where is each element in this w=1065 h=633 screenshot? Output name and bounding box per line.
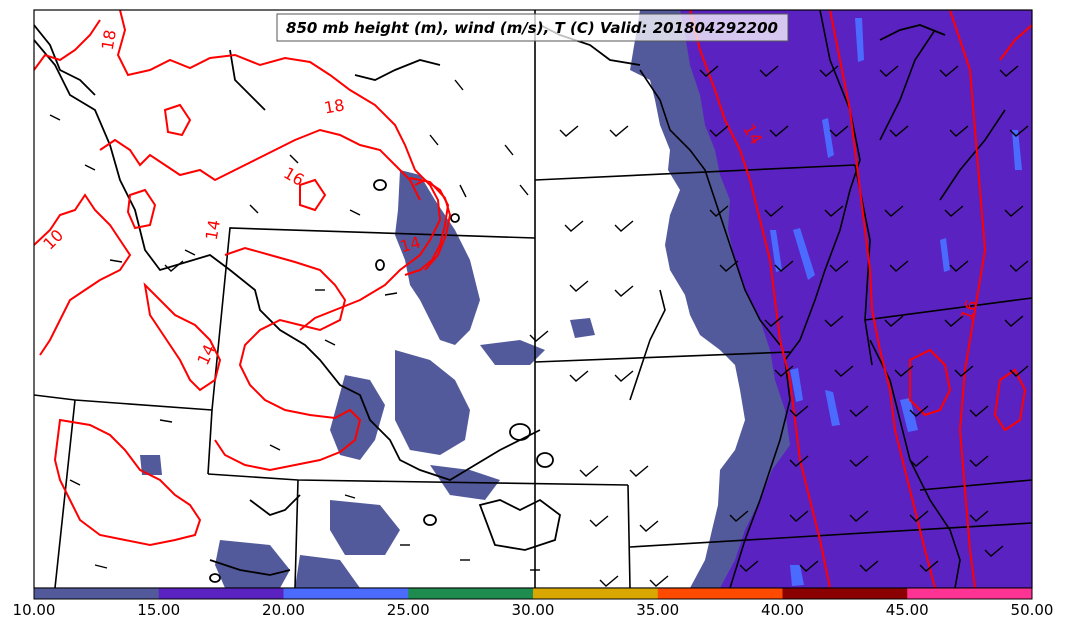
title-box (276, 13, 789, 42)
colorbar-tick-label: 45.00 (885, 601, 929, 619)
height-contours (34, 24, 946, 583)
colorbar-tick-label: 10.00 (12, 601, 56, 619)
colorbar-swatch (283, 588, 409, 599)
colorbar-frame (33, 587, 1033, 600)
colorbar-tick-label: 35.00 (636, 601, 680, 619)
colorbar-tick-label: 40.00 (761, 601, 804, 619)
map-title: 850 mb height (m), wind (m/s), T (C) Val… (276, 13, 789, 42)
colorbar-tick-label: 20.00 (262, 601, 305, 619)
colorbar-swatch (158, 588, 284, 599)
contour-label: 14 (202, 218, 224, 241)
wind-barbs (49, 65, 1029, 587)
colorbar-swatch (34, 588, 160, 599)
temperature-contours (34, 10, 1032, 588)
contour-label: 18 (323, 95, 346, 117)
state-boundaries (34, 10, 1032, 588)
wind-barbs-east (699, 65, 1029, 572)
colorbar-tick-label: 30.00 (511, 601, 555, 619)
colorbar (34, 588, 1033, 599)
colorbar-swatch (782, 588, 908, 599)
colorbar-tick-label: 25.00 (386, 601, 430, 619)
rivers (629, 10, 1006, 588)
colorbar-tick-label: 50.00 (1010, 601, 1054, 619)
colorbar-swatch (907, 588, 1033, 599)
wind-speed-fill (140, 10, 1032, 588)
colorbar-tick-label: 15.00 (137, 601, 181, 619)
wind-fill-15-20-east (680, 10, 1032, 588)
colorbar-swatch (657, 588, 783, 599)
wind-fill-20-25-streaks (770, 18, 1022, 586)
contour-label: 18 (98, 28, 120, 51)
colorbar-swatch (533, 588, 659, 599)
map-layers: 18 18 16 14 14 10 14 14 16 (34, 10, 1032, 588)
colorbar-swatch (408, 588, 534, 599)
title-text: 850 mb height (m), wind (m/s), T (C) Val… (286, 19, 778, 37)
wind-fill-10-15-patches (140, 170, 595, 588)
contour-label: 14 (398, 233, 423, 257)
